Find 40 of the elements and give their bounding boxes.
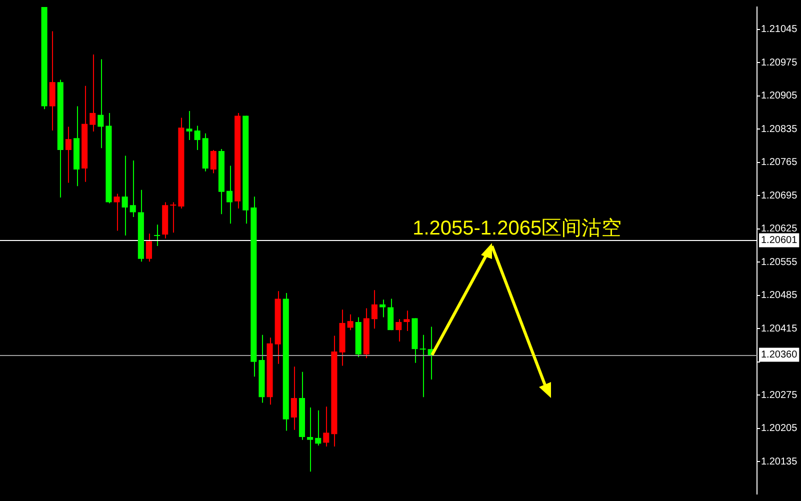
y-tick-label: 1.20135 xyxy=(761,456,798,468)
candlestick xyxy=(290,366,297,430)
y-tick-label: 1.20905 xyxy=(761,90,798,102)
candlestick xyxy=(154,224,160,246)
candlestick xyxy=(122,155,128,236)
y-tick-label: 1.20765 xyxy=(761,157,798,168)
ref-line-label: 1.20601 xyxy=(761,235,798,246)
annotation: 1.2055-1.2065区间沽空 xyxy=(412,217,622,240)
y-tick-label: 1.20625 xyxy=(761,224,798,235)
candlestick xyxy=(323,406,330,447)
y-tick-label: 1.20275 xyxy=(761,390,798,401)
candlestick xyxy=(404,310,410,332)
candlestick xyxy=(420,334,426,398)
candlestick xyxy=(90,54,96,132)
candlestick xyxy=(226,165,233,224)
candlestick xyxy=(371,290,378,330)
candlestick xyxy=(130,160,136,218)
candlestick xyxy=(396,318,402,342)
ref-line-label: 1.20360 xyxy=(761,350,798,361)
y-tick-label: 1.20975 xyxy=(761,57,798,68)
candlestick xyxy=(186,110,192,141)
y-tick-label: 1.20485 xyxy=(761,290,798,302)
candlestick xyxy=(380,299,386,318)
y-tick-label: 1.20835 xyxy=(761,124,798,135)
candlestick xyxy=(347,314,354,331)
y-tick-label: 1.20205 xyxy=(761,423,798,434)
candlestick xyxy=(194,125,200,151)
candlestick xyxy=(307,407,314,472)
y-tick-label: 1.20415 xyxy=(761,323,798,334)
candlestick xyxy=(146,233,152,262)
candlestick xyxy=(210,150,216,174)
candlestick xyxy=(114,193,120,232)
y-tick-label: 1.21045 xyxy=(761,24,798,36)
candlestick xyxy=(170,202,176,234)
candlestick xyxy=(65,126,72,184)
candlestick xyxy=(315,410,322,446)
candlestick xyxy=(388,298,394,331)
y-tick-label: 1.20555 xyxy=(761,256,798,268)
candlestick xyxy=(98,58,104,149)
y-tick-label: 1.20695 xyxy=(761,190,798,202)
